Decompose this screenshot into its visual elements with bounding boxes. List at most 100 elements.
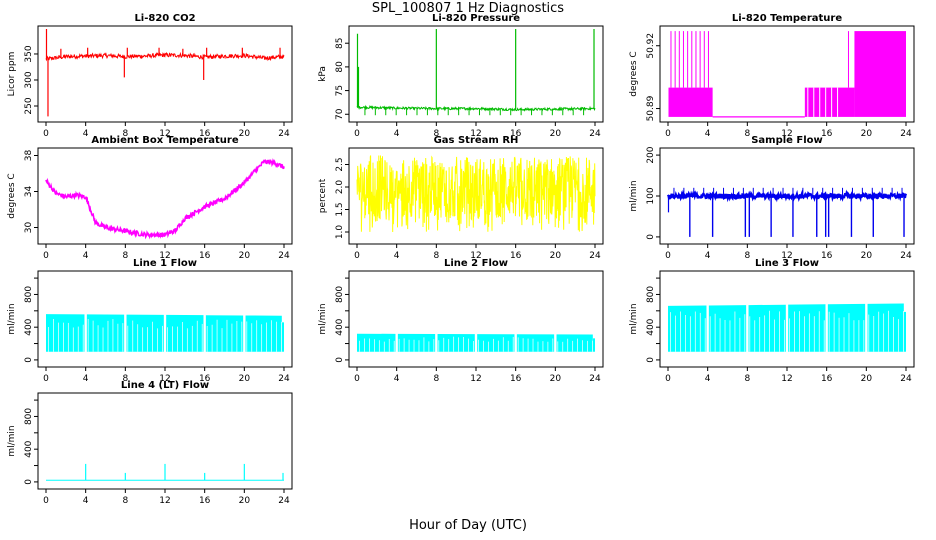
x-tick-label: 0 <box>354 374 360 384</box>
y-tick-label: 1.5 <box>335 202 345 216</box>
panel-title: Ambient Box Temperature <box>91 135 238 146</box>
x-tick-label: 4 <box>705 251 711 261</box>
y-tick-label: 50.92 <box>646 33 656 59</box>
y-tick-label: 70 <box>335 108 345 120</box>
panel-title: Line 3 Flow <box>755 258 819 269</box>
x-tick-label: 4 <box>394 129 400 139</box>
x-tick-label: 0 <box>665 129 671 139</box>
y-tick-label: 300 <box>24 71 34 88</box>
y-tick-label: 0 <box>646 357 656 363</box>
plot-area <box>666 187 908 237</box>
series-area <box>397 333 436 352</box>
series-area <box>556 334 593 352</box>
y-tick-label: 30 <box>24 222 34 234</box>
y-axis-label: percent <box>318 178 328 213</box>
x-tick-label: 8 <box>744 374 750 384</box>
x-tick-label: 4 <box>83 129 89 139</box>
series-band <box>854 31 906 117</box>
y-tick-label: 250 <box>24 97 34 114</box>
x-tick-label: 12 <box>159 374 170 384</box>
x-tick-label: 0 <box>665 374 671 384</box>
series-line <box>45 51 285 62</box>
series-area <box>708 305 747 352</box>
x-tick-label: 20 <box>550 374 562 384</box>
y-tick-label: 400 <box>24 318 34 335</box>
x-tick-label: 8 <box>122 496 128 506</box>
plot-frame <box>348 270 604 368</box>
y-tick-label: 800 <box>24 408 34 425</box>
y-tick-label: 400 <box>335 318 345 335</box>
x-tick-label: 16 <box>821 251 833 261</box>
series-area <box>126 314 164 352</box>
plot-area <box>668 303 907 352</box>
y-axis-label: ml/min <box>629 180 639 211</box>
x-tick-label: 24 <box>278 496 290 506</box>
x-tick-label: 8 <box>744 129 750 139</box>
plot-area <box>46 314 285 352</box>
y-axis-label: ml/min <box>7 303 17 334</box>
ambient-box-temperature-chart: Ambient Box Temperature degrees C 0 4 8 12 16 2… <box>7 135 293 261</box>
line-1-flow-chart: Line 1 Flow ml/min 0 4 8 12 16 20 24 0 400 800 <box>7 258 293 384</box>
x-tick-label: 0 <box>354 251 360 261</box>
series-area <box>86 314 125 352</box>
series-line <box>356 155 596 233</box>
x-tick-label: 24 <box>278 374 290 384</box>
x-tick-label: 0 <box>43 496 49 506</box>
y-axis-label: ml/min <box>629 303 639 334</box>
x-tick-label: 24 <box>589 374 601 384</box>
plot-area <box>356 29 596 116</box>
x-tick-label: 16 <box>510 251 522 261</box>
x-tick-label: 16 <box>510 129 522 139</box>
plot-frame <box>37 25 293 123</box>
x-tick-label: 12 <box>159 251 170 261</box>
panel-title: Li-820 CO2 <box>134 13 195 24</box>
y-tick-label: 0 <box>646 234 656 240</box>
y-tick-label: 800 <box>646 286 656 303</box>
series-line <box>356 104 596 112</box>
y-tick-label: 200 <box>646 146 656 163</box>
x-tick-label: 16 <box>821 374 833 384</box>
x-tick-label: 24 <box>278 251 290 261</box>
line-3-flow-chart: Line 3 Flow ml/min 0 4 8 12 16 20 24 0 400 800 <box>629 258 915 384</box>
y-tick-label: 1.0 <box>335 225 345 240</box>
y-tick-label: 0 <box>24 479 34 485</box>
y-tick-label: 2.5 <box>335 157 345 171</box>
series-band <box>804 87 855 117</box>
series-area <box>748 304 786 352</box>
x-tick-label: 16 <box>199 129 211 139</box>
series-area <box>788 304 826 352</box>
x-tick-label: 20 <box>550 251 562 261</box>
x-tick-label: 0 <box>665 251 671 261</box>
y-tick-label: 0 <box>335 357 345 363</box>
x-tick-label: 20 <box>239 251 251 261</box>
x-tick-label: 0 <box>43 129 49 139</box>
x-tick-label: 12 <box>781 251 792 261</box>
panel-title: Line 2 Flow <box>444 258 508 269</box>
line-4-flow-chart: Line 4 (LT) Flow ml/min 0 4 8 12 16 20 24 0 400 800 <box>7 380 293 506</box>
y-tick-label: 800 <box>24 286 34 303</box>
x-tick-label: 20 <box>550 129 562 139</box>
x-tick-label: 12 <box>781 374 792 384</box>
y-tick-label: 80 <box>335 61 345 73</box>
y-axis-label: Licor ppm <box>7 52 17 97</box>
x-tick-label: 20 <box>861 251 873 261</box>
panel-title: Line 4 (LT) Flow <box>121 380 209 391</box>
series-line <box>45 158 285 240</box>
panel-title: Sample Flow <box>751 135 823 146</box>
x-tick-label: 24 <box>900 129 912 139</box>
plot-area <box>46 463 284 481</box>
x-tick-label: 16 <box>199 251 211 261</box>
series-area <box>437 334 475 352</box>
x-tick-label: 20 <box>239 374 251 384</box>
x-tick-label: 4 <box>394 251 400 261</box>
x-tick-label: 12 <box>470 129 481 139</box>
series-area <box>827 303 866 352</box>
series-area <box>357 333 396 352</box>
x-tick-label: 24 <box>278 129 290 139</box>
series-area <box>668 305 707 352</box>
plot-area <box>356 155 596 233</box>
x-tick-label: 24 <box>900 251 912 261</box>
x-tick-label: 0 <box>43 251 49 261</box>
y-tick-label: 2.0 <box>335 180 345 195</box>
